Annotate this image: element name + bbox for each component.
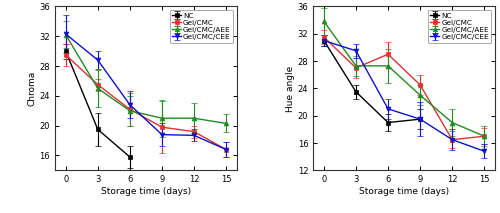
Text: b: b: [477, 11, 484, 21]
Y-axis label: Hue angle: Hue angle: [286, 65, 295, 112]
Legend: NC, Gel/CMC, Gel/CMC/AEE, Gel/CMC/CEE: NC, Gel/CMC, Gel/CMC/AEE, Gel/CMC/CEE: [428, 10, 492, 43]
Legend: NC, Gel/CMC, Gel/CMC/AEE, Gel/CMC/CEE: NC, Gel/CMC, Gel/CMC/AEE, Gel/CMC/CEE: [170, 10, 233, 43]
X-axis label: Storage time (days): Storage time (days): [101, 187, 191, 196]
Y-axis label: Chroma: Chroma: [28, 71, 36, 106]
X-axis label: Storage time (days): Storage time (days): [359, 187, 449, 196]
Text: a: a: [218, 11, 226, 21]
